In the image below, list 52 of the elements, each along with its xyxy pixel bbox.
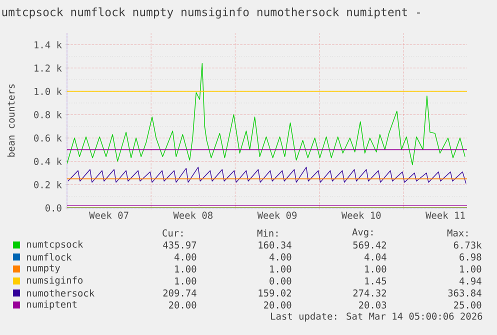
legend-label: numiptent (27, 300, 77, 310)
text: 1.45 (365, 277, 386, 285)
text: 435.97 (163, 241, 196, 249)
text: 20.00 (169, 301, 196, 309)
y-axis-title: bean counters (7, 84, 15, 157)
text: 1.00 (365, 265, 386, 273)
legend-label: numpty (27, 264, 60, 274)
text: 6.73k (454, 241, 482, 249)
y-tick-label: 0.6 k (34, 134, 62, 142)
text: 6.98 (460, 253, 482, 261)
line-series (67, 62, 466, 166)
y-tick-label: 0.2 k (34, 181, 62, 188)
text: 1.00 (270, 265, 292, 273)
y-tick-label: 0.4 k (34, 158, 62, 165)
x-tick-label: Week 09 (257, 212, 297, 219)
text: 209.74 (163, 289, 196, 297)
text: Max: (447, 229, 468, 237)
text: 4.04 (364, 253, 386, 261)
text: 20.03 (359, 301, 386, 309)
text: 159.02 (258, 289, 291, 297)
line-series (68, 166, 466, 184)
text: 0.00 (270, 277, 292, 285)
x-tick-label: Week 08 (173, 212, 212, 219)
x-tick-label: Week 10 (341, 212, 381, 219)
chart-title: umtcpsock numflock numpty numsiginfo numothersock numiptent - (2, 7, 420, 19)
y-tick-label: 1.2 k (34, 64, 62, 72)
text: 160.34 (258, 241, 292, 249)
x-tick-label: Week 07 (89, 212, 128, 219)
legend-label: numtcpsock (27, 240, 84, 250)
text: 274.32 (353, 289, 386, 297)
legend-label: numsiginfo (27, 276, 83, 286)
text: 1.00 (175, 265, 196, 273)
legend-label: numothersock (27, 289, 94, 297)
legend-label: numflock (27, 253, 72, 261)
text: 1.00 (175, 277, 196, 285)
text: 363.84 (448, 289, 482, 297)
text: 25.00 (454, 301, 482, 309)
text: 20.00 (264, 301, 292, 309)
text: 4.94 (459, 277, 482, 285)
text: 1.00 (460, 265, 482, 273)
text: Cur: (162, 229, 183, 237)
y-tick-label: 1.4 k (34, 41, 62, 48)
text: 569.42 (353, 241, 386, 249)
y-tick-label: 0.8 k (34, 111, 62, 118)
text: Avg: (352, 228, 373, 238)
text: Min: (257, 229, 278, 237)
x-tick-label: Week 11 (426, 212, 465, 219)
y-tick-label: 0.0 (46, 204, 62, 212)
text: 4.00 (269, 253, 292, 261)
text: Last update: Sat Mar 14 05:00:06 2026 (271, 312, 482, 322)
text: 4.00 (174, 253, 196, 261)
y-tick-label: 1.0 k (34, 88, 62, 95)
